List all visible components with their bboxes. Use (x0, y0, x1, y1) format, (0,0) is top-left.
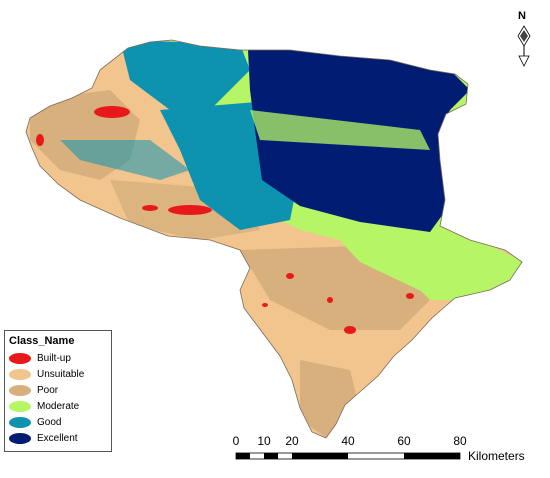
good-zone-north (120, 40, 250, 110)
legend-swatch (9, 432, 31, 444)
moderate-stripe (250, 110, 430, 150)
legend-swatch (9, 352, 31, 364)
scale-tick-label: 20 (285, 434, 299, 448)
legend-label: Good (37, 416, 62, 428)
legend-label: Moderate (37, 400, 80, 412)
legend-item-good: Good (9, 414, 107, 430)
north-arrow (517, 25, 531, 67)
legend-label: Built-up (37, 352, 71, 364)
legend-swatch (9, 400, 31, 412)
scale-bar (235, 452, 461, 460)
legend-item-built-up: Built-up (9, 350, 107, 366)
legend-swatch (9, 368, 31, 380)
scale-unit: Kilometers (468, 449, 525, 463)
scale-tick-label: 40 (341, 434, 355, 448)
legend-title: Class_Name (9, 335, 75, 347)
scale-tick-label: 0 (232, 434, 240, 448)
legend-label: Poor (37, 384, 59, 396)
legend-item-poor: Poor (9, 382, 107, 398)
legend-item-unsuitable: Unsuitable (9, 366, 107, 382)
moderate-band-east (330, 230, 522, 300)
scale-tick-label: 60 (397, 434, 411, 448)
legend-label: Excellent (37, 432, 78, 444)
scale-segment (264, 453, 278, 459)
legend-swatch (9, 416, 31, 428)
scale-tick-labels: 0 10 20 40 60 80 (0, 434, 550, 450)
legend-item-excellent: Excellent (9, 430, 107, 446)
scale-tick-label: 80 (453, 434, 467, 448)
legend: Class_Name Built-up Unsuitable Poor Mode… (4, 330, 112, 452)
built-up-patches (36, 106, 414, 334)
north-letter: N (518, 10, 526, 22)
legend-swatch (9, 384, 31, 396)
scale-segment (236, 453, 250, 459)
legend-item-moderate: Moderate (9, 398, 107, 414)
good-zone-streak (60, 140, 190, 180)
legend-label: Unsuitable (37, 368, 85, 380)
scale-segment (292, 453, 348, 459)
scale-tick-label: 10 (257, 434, 271, 448)
scale-segment (404, 453, 460, 459)
